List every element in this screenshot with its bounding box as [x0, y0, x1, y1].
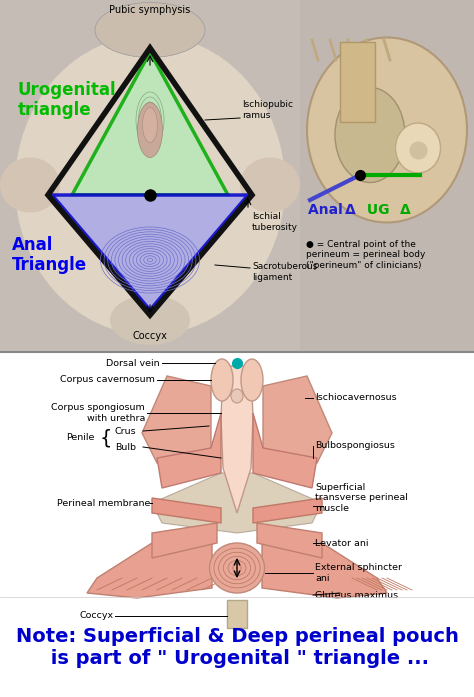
- Bar: [300, 0, 474, 352]
- Ellipse shape: [143, 107, 157, 142]
- Ellipse shape: [241, 359, 263, 401]
- Polygon shape: [253, 498, 322, 523]
- Polygon shape: [52, 195, 248, 310]
- Text: Anal: Anal: [308, 203, 347, 217]
- Text: Δ: Δ: [345, 203, 356, 217]
- Ellipse shape: [210, 543, 264, 593]
- Polygon shape: [257, 523, 322, 558]
- Ellipse shape: [211, 359, 233, 401]
- Text: Coccyx: Coccyx: [80, 611, 114, 620]
- Text: Ischiocavernosus: Ischiocavernosus: [315, 394, 397, 402]
- Text: Pubic symphysis: Pubic symphysis: [109, 5, 191, 15]
- Bar: [227, 600, 247, 628]
- Ellipse shape: [95, 3, 205, 57]
- Polygon shape: [221, 366, 253, 513]
- Polygon shape: [253, 413, 317, 488]
- Ellipse shape: [395, 123, 440, 173]
- Text: Crus: Crus: [115, 427, 137, 436]
- Text: Bulb: Bulb: [115, 443, 136, 452]
- Polygon shape: [263, 376, 332, 463]
- Text: Urogenital
triangle: Urogenital triangle: [18, 81, 117, 119]
- Text: Ischial
tuberosity: Ischial tuberosity: [252, 213, 298, 231]
- Bar: [340, 42, 375, 122]
- Ellipse shape: [15, 35, 285, 335]
- Bar: [0, 0, 474, 352]
- Ellipse shape: [231, 389, 243, 403]
- Text: Gluteus maximus: Gluteus maximus: [315, 590, 398, 599]
- Polygon shape: [152, 473, 322, 533]
- Text: UG: UG: [362, 203, 394, 217]
- Text: Δ: Δ: [400, 203, 411, 217]
- Ellipse shape: [335, 88, 405, 183]
- Text: Corpus spongiosum
with urethra: Corpus spongiosum with urethra: [51, 404, 145, 422]
- Polygon shape: [142, 376, 211, 463]
- Bar: [0, 0, 300, 352]
- Text: Bulbospongiosus: Bulbospongiosus: [315, 441, 395, 450]
- Polygon shape: [152, 523, 217, 558]
- Text: Anal
Triangle: Anal Triangle: [12, 236, 87, 275]
- Text: Corpus cavernosum: Corpus cavernosum: [60, 376, 155, 385]
- Ellipse shape: [240, 158, 300, 213]
- Polygon shape: [262, 538, 387, 598]
- Text: {: {: [100, 429, 112, 447]
- Text: Penile: Penile: [67, 434, 95, 443]
- Ellipse shape: [110, 295, 190, 345]
- Polygon shape: [87, 538, 212, 598]
- Ellipse shape: [307, 38, 467, 222]
- Text: Perineal membrane: Perineal membrane: [56, 498, 150, 507]
- Polygon shape: [157, 413, 221, 488]
- Text: Superficial
transverse perineal
muscle: Superficial transverse perineal muscle: [315, 483, 408, 513]
- Ellipse shape: [137, 102, 163, 158]
- Polygon shape: [152, 498, 221, 523]
- Bar: [0, 352, 474, 597]
- Text: Sacrotuberous
ligament: Sacrotuberous ligament: [252, 262, 318, 282]
- Text: External sphincter
ani: External sphincter ani: [315, 563, 402, 583]
- Ellipse shape: [0, 158, 60, 213]
- Text: Levator ani: Levator ani: [315, 539, 368, 548]
- Polygon shape: [72, 52, 228, 195]
- Text: Note: Superficial & Deep perineal pouch
 is part of " Urogenital " triangle ...: Note: Superficial & Deep perineal pouch …: [16, 627, 458, 668]
- Text: ● = Central point of the
perineum = perineal body
("perineum" of clinicians): ● = Central point of the perineum = peri…: [306, 240, 425, 270]
- Text: Ischiopubic
ramus: Ischiopubic ramus: [242, 100, 293, 120]
- Text: Dorsal vein: Dorsal vein: [106, 358, 160, 367]
- Text: Coccyx: Coccyx: [133, 331, 167, 341]
